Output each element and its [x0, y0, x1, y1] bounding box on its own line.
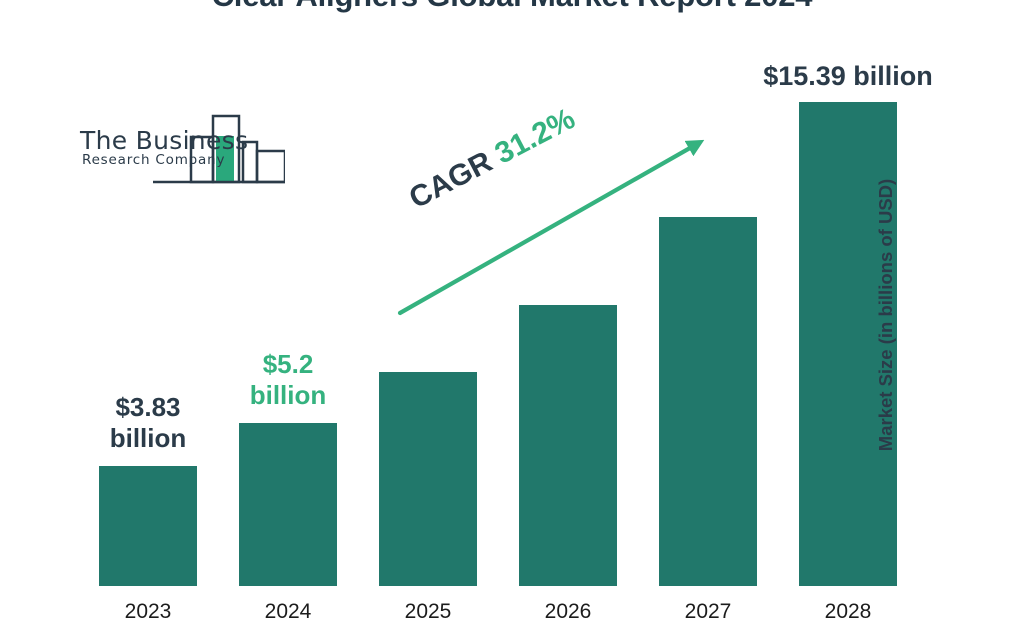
x-axis-tick-2028: 2028: [824, 600, 872, 623]
logo-title-line2: Research Company: [82, 152, 226, 168]
bar-2025: [379, 372, 477, 586]
logo-bars-icon: [153, 114, 285, 184]
bar-value-label-2024: $5.2 billion: [249, 349, 327, 410]
bar-2027: [659, 217, 757, 586]
x-axis-tick-2023: 2023: [124, 600, 172, 623]
page-title: Clear Aligners Global Market Report 2024: [0, 0, 1024, 14]
bar-2024: [239, 423, 337, 586]
bar-2026: [519, 305, 617, 586]
x-axis-tick-2026: 2026: [544, 600, 592, 623]
x-axis-tick-2024: 2024: [264, 600, 312, 623]
bar-2028: [799, 102, 897, 586]
logo-title-line1: The Business: [80, 126, 249, 155]
bar-value-label-2023: $3.83 billion: [109, 392, 187, 453]
bar-value-label-2028: $15.39 billion: [763, 61, 933, 91]
bar-2023: [99, 466, 197, 586]
y-axis-title: Market Size (in billions of USD): [874, 178, 896, 452]
the-business-research-company-logo: The Business Research Company: [57, 108, 285, 186]
x-axis-tick-2025: 2025: [404, 600, 452, 623]
x-axis-tick-2027: 2027: [684, 600, 732, 623]
